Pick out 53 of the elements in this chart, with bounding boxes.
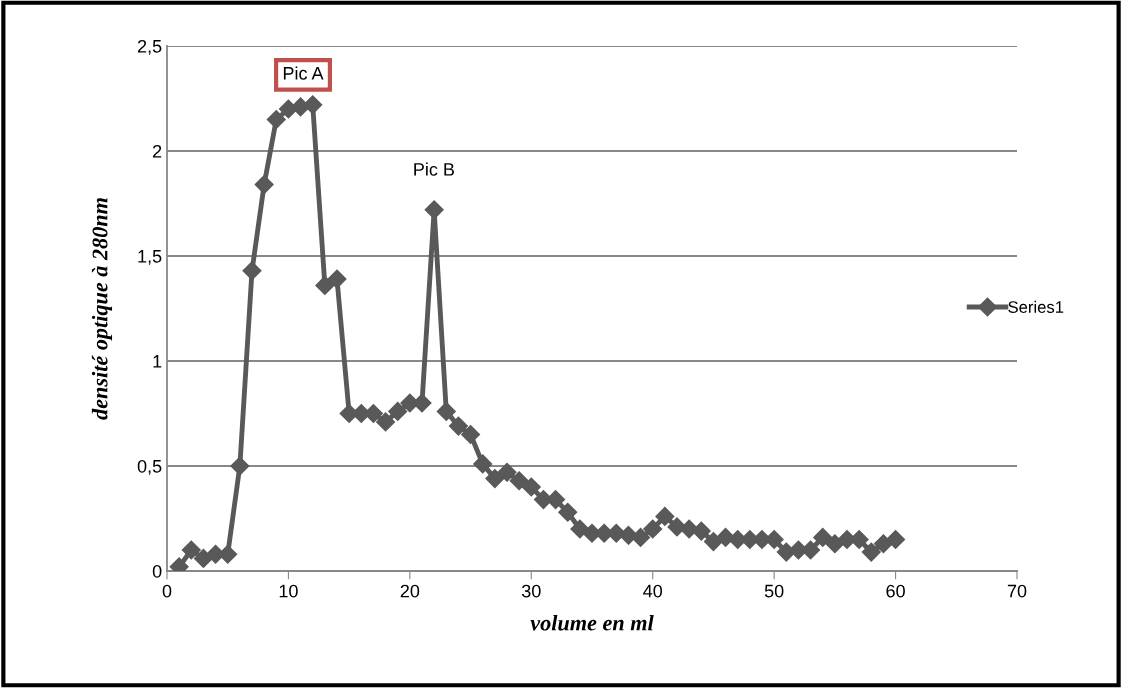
- point: [376, 412, 396, 432]
- x-axis-title: volume en ml: [530, 614, 654, 631]
- point: [327, 269, 347, 289]
- point: [473, 454, 493, 474]
- point: [861, 542, 881, 562]
- point: [242, 261, 262, 281]
- point: [448, 416, 468, 436]
- point: [266, 109, 286, 130]
- point: [436, 401, 456, 421]
- point: [691, 521, 711, 541]
- x-tick-label: 10: [279, 584, 298, 598]
- point: [497, 462, 517, 482]
- point: [218, 544, 238, 564]
- y-tick-label: 2,5: [137, 39, 162, 55]
- x-tick-label: 60: [886, 584, 905, 598]
- x-tick-label: 0: [162, 584, 172, 598]
- point: [181, 540, 201, 560]
- point: [886, 529, 906, 550]
- x-tick-label: 70: [1007, 584, 1027, 598]
- y-axis-title: densité optique à 280nm: [91, 198, 113, 420]
- point: [315, 275, 335, 295]
- point: [193, 548, 213, 568]
- point: [521, 477, 541, 497]
- x-tick-label: 50: [764, 584, 784, 598]
- y-tick-label: 0,5: [137, 459, 162, 475]
- point: [558, 502, 578, 522]
- annotation: Pic A: [283, 66, 324, 80]
- x-tick-label: 40: [643, 584, 663, 598]
- point: [485, 469, 505, 489]
- point: [655, 506, 675, 526]
- point: [801, 540, 821, 560]
- point: [509, 471, 529, 491]
- legend-label: Series1: [1008, 300, 1064, 313]
- y-tick-label: 1: [153, 355, 162, 368]
- point: [461, 424, 481, 445]
- point: [873, 534, 893, 554]
- y-tick-label: 0: [152, 564, 162, 578]
- annotation: Pic B: [414, 162, 455, 176]
- y-tick-label: 2: [153, 144, 162, 158]
- point: [424, 200, 444, 220]
- point: [388, 401, 408, 421]
- y-tick-label: 1,5: [138, 250, 162, 265]
- point: [813, 527, 833, 547]
- point: [825, 534, 845, 554]
- point: [546, 490, 566, 510]
- point: [291, 97, 311, 117]
- point: [254, 175, 274, 195]
- x-tick-label: 30: [521, 584, 541, 598]
- point: [631, 527, 651, 547]
- point: [303, 95, 323, 115]
- point: [230, 456, 250, 476]
- x-tick-label: 20: [400, 584, 420, 598]
- point: [643, 519, 663, 539]
